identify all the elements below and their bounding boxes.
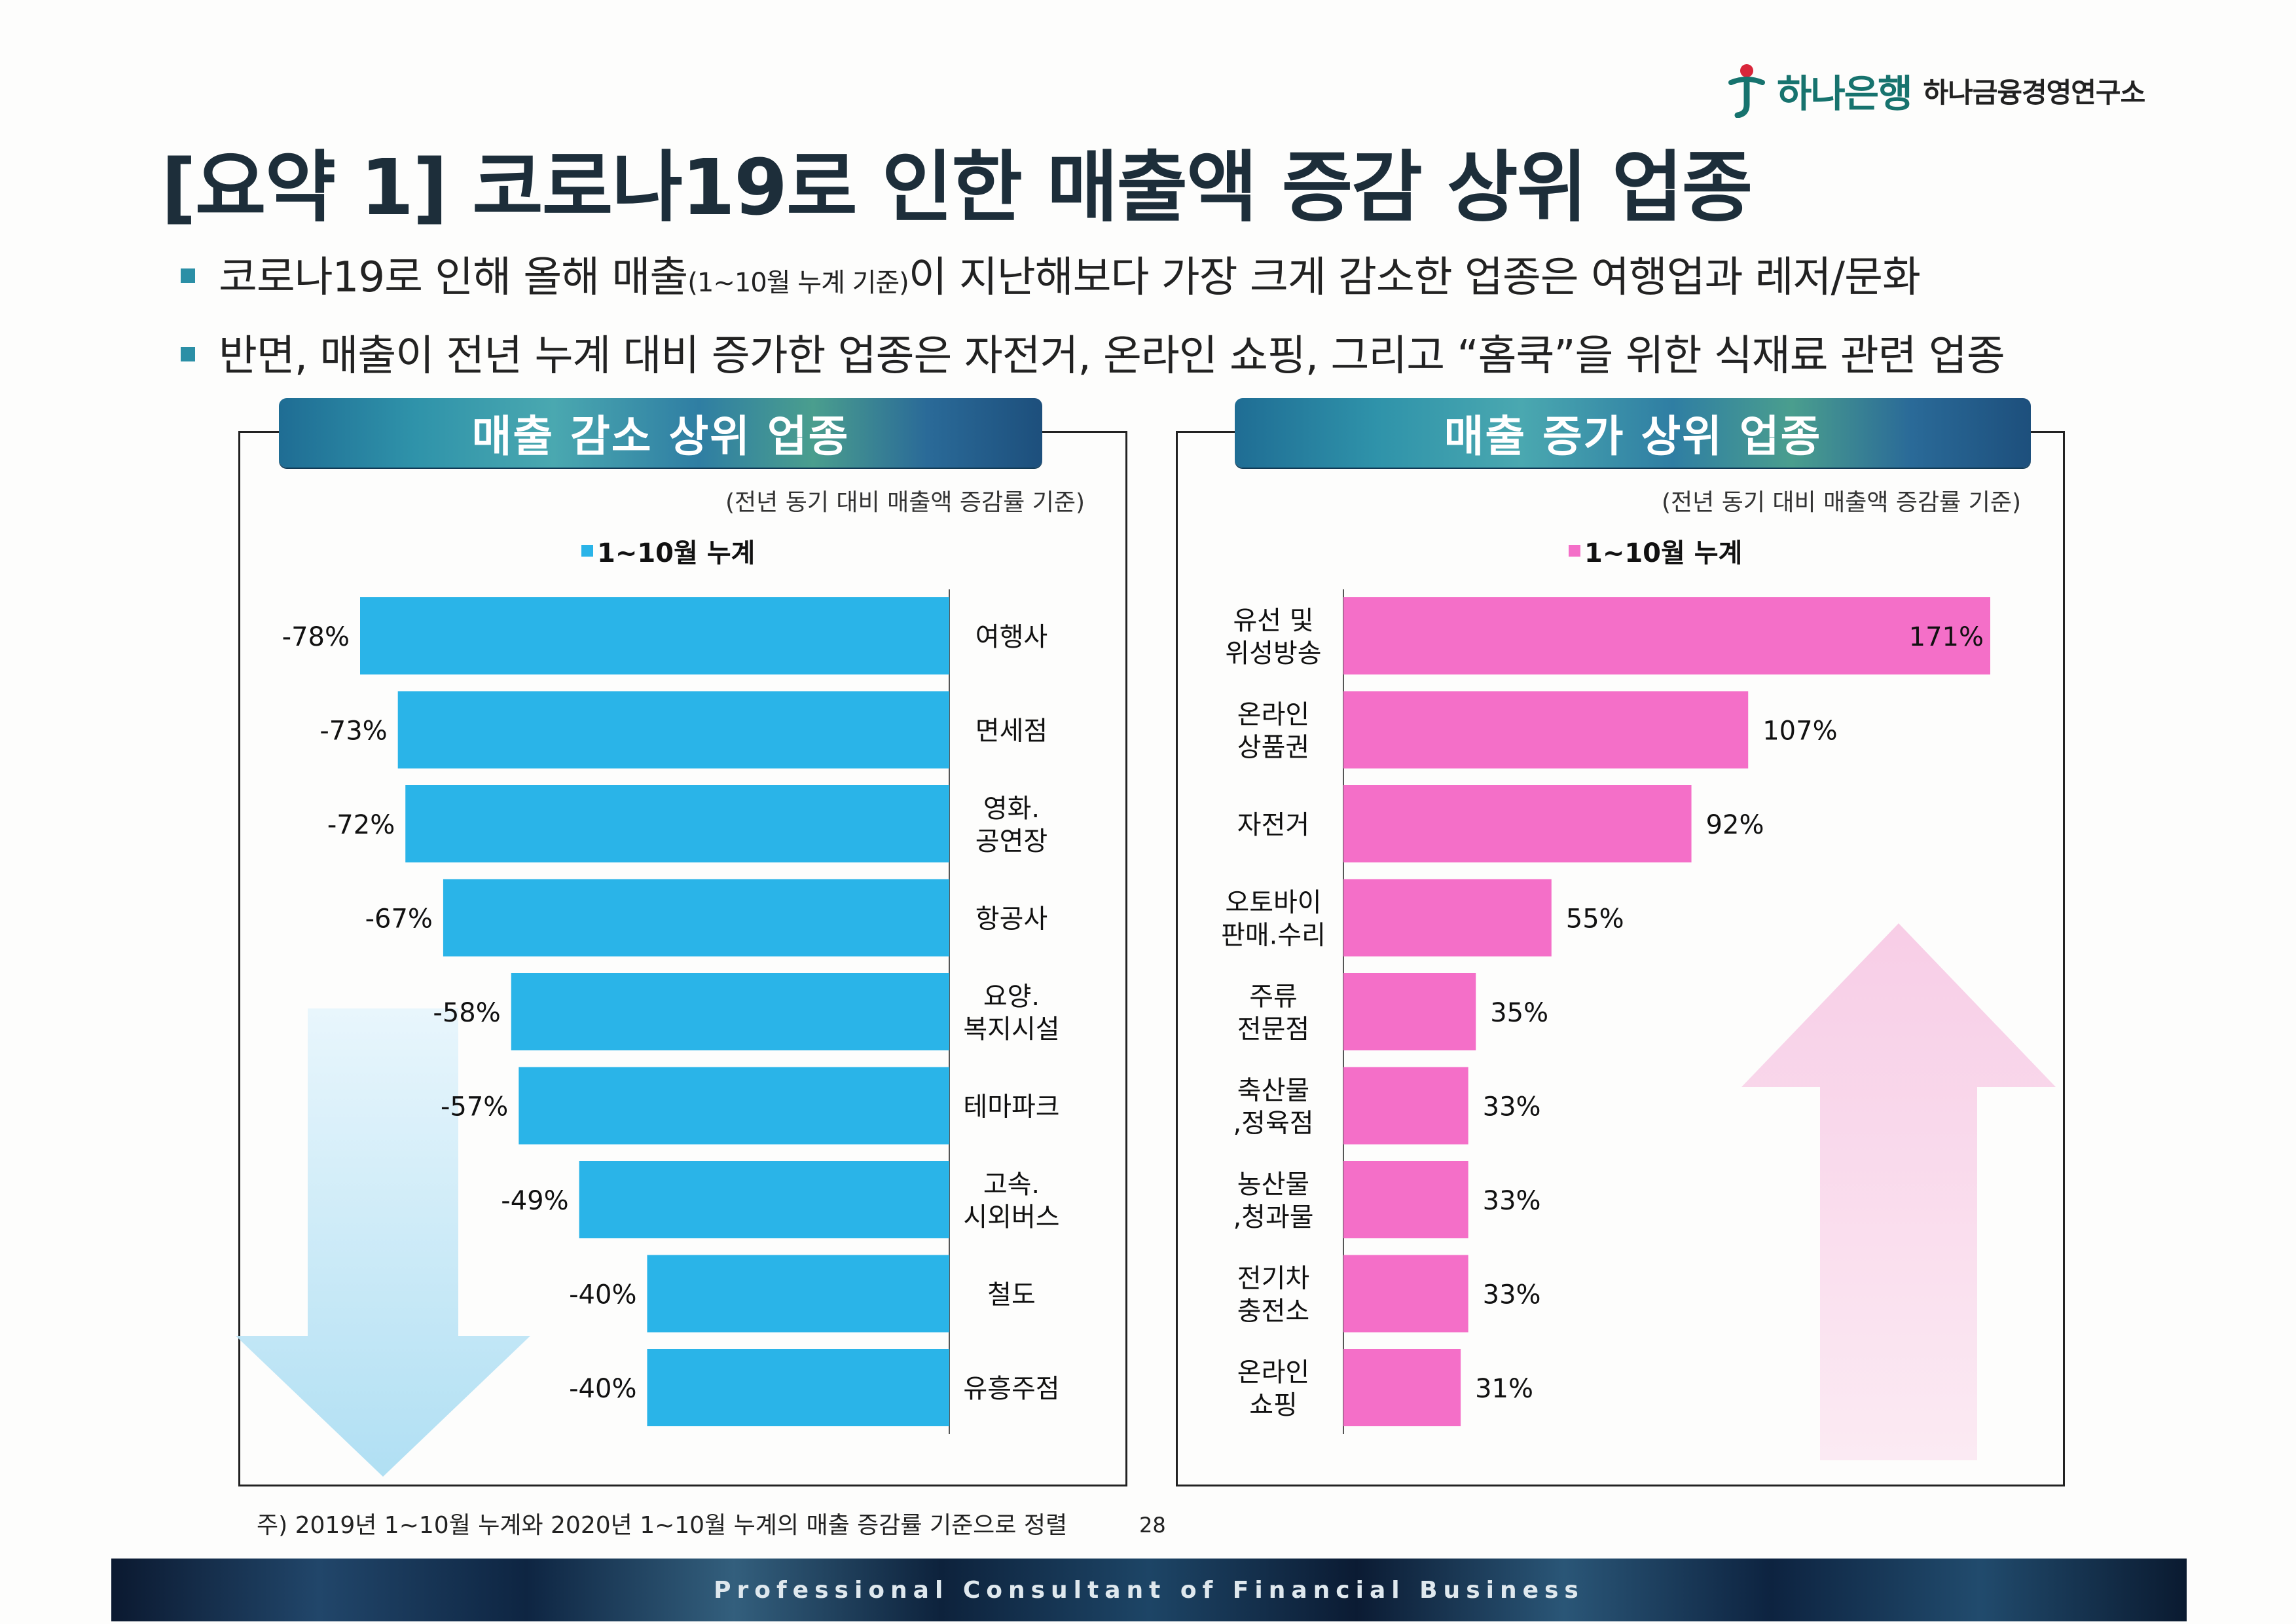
increase-value-label: 55% — [1566, 904, 1624, 934]
decrease-value-label: -67% — [365, 904, 433, 934]
increase-category-label: 자전거 — [1237, 810, 1309, 840]
increase-value-label: 107% — [1762, 716, 1837, 747]
institute-name: 하나금융경영연구소 — [1923, 76, 2145, 109]
increase-bar — [1343, 879, 1552, 957]
increase-value-label: 33% — [1483, 1186, 1541, 1216]
increase-value-label: 171% — [1909, 622, 1984, 652]
increase-category-label: 축산물 ,정육점 — [1233, 1076, 1313, 1139]
increase-bar — [1343, 691, 1749, 769]
decrease-bar — [443, 879, 949, 957]
decrease-bar — [579, 1161, 949, 1238]
decrease-header: 매출 감소 상위 업종 — [279, 398, 1042, 468]
increase-value-label: 92% — [1706, 810, 1764, 840]
increase-basis: (전년 동기 대비 매출액 증감률 기준) — [1662, 489, 2021, 516]
decrease-bar — [519, 1067, 949, 1145]
decrease-bar — [405, 785, 949, 862]
bullet-2-text: 반면, 매출이 전년 누계 대비 증가한 업종은 자전거, 온라인 쇼핑, 그리… — [219, 332, 2005, 380]
bullet-marker — [181, 347, 195, 362]
decrease-value-label: -72% — [327, 810, 395, 840]
decrease-category-label: 테마파크 — [963, 1092, 1059, 1122]
decrease-value-label: -40% — [569, 1280, 636, 1310]
decrease-value-label: -57% — [441, 1092, 508, 1122]
decrease-value-label: -40% — [569, 1374, 636, 1404]
footer-slogan: Professional Consultant of Financial Bus… — [714, 1576, 1584, 1604]
decrease-value-label: -49% — [501, 1186, 568, 1216]
footer-bar: Professional Consultant of Financial Bus… — [111, 1559, 2187, 1621]
decrease-legend-label: 1~10월 누계 — [597, 538, 756, 568]
up-arrow-icon — [1741, 923, 2056, 1460]
increase-bar — [1343, 1255, 1468, 1333]
decrease-category-label: 여행사 — [975, 622, 1048, 652]
increase-category-label: 온라인 상품권 — [1237, 700, 1309, 763]
bullet-marker — [181, 268, 195, 284]
down-arrow-icon — [236, 1008, 530, 1477]
bullet-1: 코로나19로 인해 올해 매출(1~10월 누계 기준)이 지난해보다 가장 크… — [181, 244, 1921, 304]
bullet-2: 반면, 매출이 전년 누계 대비 증가한 업종은 자전거, 온라인 쇼핑, 그리… — [181, 322, 2005, 382]
decrease-bar — [511, 973, 949, 1050]
page-number: 28 — [1139, 1513, 1166, 1538]
decrease-legend: 1~10월 누계 — [581, 532, 755, 570]
decrease-bar — [647, 1349, 949, 1426]
decrease-value-label: -78% — [282, 622, 350, 652]
decrease-value-label: -73% — [319, 716, 387, 747]
footnote: 주) 2019년 1~10월 누계와 2020년 1~10월 누계의 매출 증감… — [257, 1512, 1068, 1539]
decrease-category-label: 고속. 시외버스 — [963, 1170, 1059, 1232]
increase-value-label: 33% — [1483, 1280, 1541, 1310]
bullet-1-post: 이 지난해보다 가장 크게 감소한 업종은 여행업과 레저/문화 — [908, 253, 1921, 302]
hana-person-icon — [1728, 63, 1765, 119]
decrease-category-label: 유흥주점 — [963, 1374, 1059, 1404]
legend-swatch — [581, 545, 593, 557]
increase-bar — [1343, 785, 1692, 862]
increase-value-label: 33% — [1483, 1092, 1541, 1122]
decrease-category-label: 항공사 — [975, 904, 1048, 934]
increase-value-label: 35% — [1490, 998, 1548, 1028]
decrease-bar — [397, 691, 949, 769]
increase-bar — [1343, 1161, 1468, 1238]
legend-swatch — [1569, 545, 1580, 557]
increase-bar — [1343, 597, 1990, 674]
decrease-value-label: -58% — [433, 998, 500, 1028]
decrease-category-label: 영화. 공연장 — [975, 794, 1048, 857]
increase-category-label: 주류 전문점 — [1237, 982, 1309, 1044]
decrease-category-label: 면세점 — [975, 716, 1048, 747]
decrease-category-label: 요양. 복지시설 — [963, 982, 1059, 1044]
increase-category-label: 온라인 쇼핑 — [1237, 1357, 1309, 1420]
page-title: [요약 1] 코로나19로 인한 매출액 증감 상위 업종 — [161, 142, 1753, 232]
bullet-1-small: (1~10월 누계 기준) — [687, 268, 909, 298]
increase-category-label: 유선 및 위성방송 — [1225, 606, 1321, 669]
increase-value-label: 31% — [1475, 1374, 1533, 1404]
increase-bar — [1343, 1349, 1461, 1426]
increase-category-label: 오토바이 판매.수리 — [1221, 888, 1326, 951]
decrease-bar — [647, 1255, 949, 1333]
hana-logo: 하나은행 하나금융경영연구소 — [1728, 58, 2239, 123]
decrease-bar — [360, 597, 949, 674]
increase-legend-label: 1~10월 누계 — [1584, 538, 1743, 568]
increase-bar — [1343, 1067, 1468, 1145]
increase-header: 매출 증가 상위 업종 — [1235, 398, 2031, 468]
increase-category-label: 농산물 ,청과물 — [1233, 1170, 1313, 1232]
bank-name: 하나은행 — [1777, 71, 1912, 116]
decrease-basis: (전년 동기 대비 매출액 증감률 기준) — [725, 489, 1085, 516]
increase-legend: 1~10월 누계 — [1569, 532, 1742, 570]
increase-bar — [1343, 973, 1476, 1050]
increase-category-label: 전기차 충전소 — [1237, 1264, 1309, 1327]
decrease-category-label: 철도 — [987, 1280, 1036, 1310]
bullet-1-pre: 코로나19로 인해 올해 매출 — [219, 253, 688, 302]
